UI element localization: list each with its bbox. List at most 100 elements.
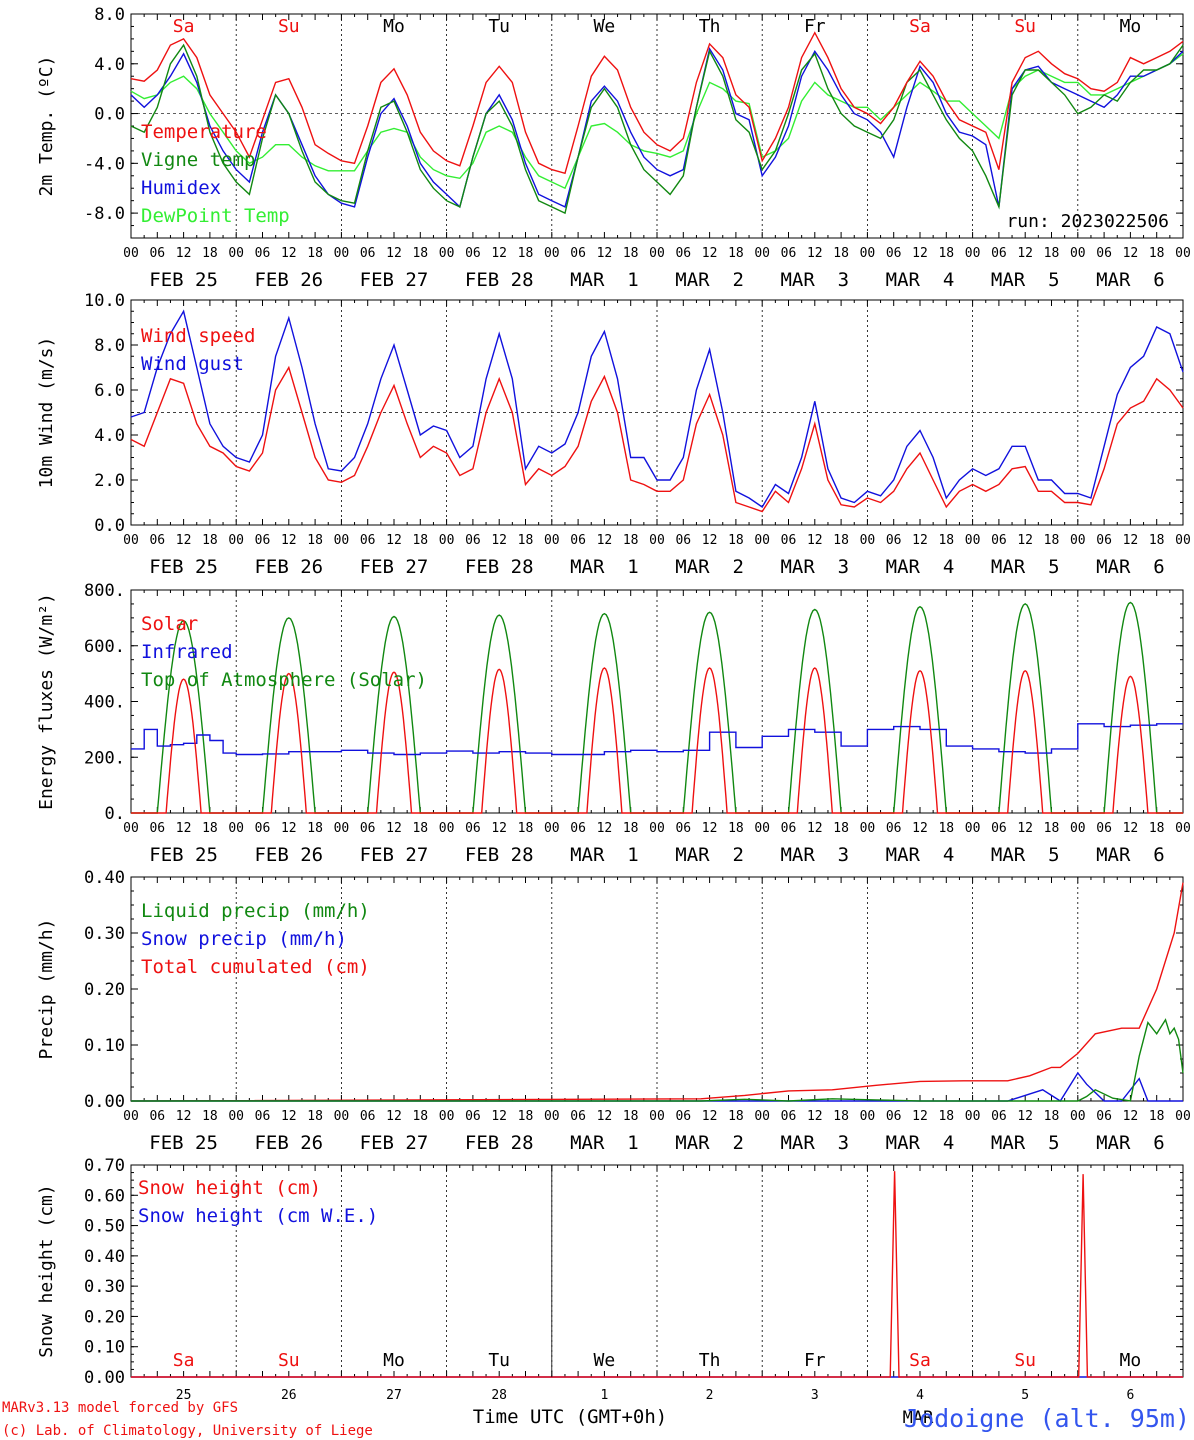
date-label: MAR 2 xyxy=(675,556,744,578)
hour-tick-label: 06 xyxy=(1096,1109,1112,1124)
weekday-label: We xyxy=(594,16,616,37)
y-tick-label: 200. xyxy=(84,748,125,768)
hour-tick-label: 06 xyxy=(675,246,691,261)
y-tick-label: 0.10 xyxy=(84,1036,125,1056)
date-label: MAR 2 xyxy=(675,1132,744,1154)
hour-tick-label: 18 xyxy=(412,1109,428,1124)
legend-entry: Infrared xyxy=(141,641,233,663)
day-number-label: 5 xyxy=(1021,1388,1029,1403)
y-tick-label: 0.20 xyxy=(84,980,125,1000)
hour-tick-label: 12 xyxy=(597,533,613,548)
date-label: FEB 28 xyxy=(465,1132,534,1154)
hour-tick-label: 18 xyxy=(1149,821,1165,836)
series-line-vigne-temp xyxy=(130,43,1184,215)
date-label: MAR 3 xyxy=(780,844,849,866)
hour-tick-label: 00 xyxy=(649,821,665,836)
hour-tick-label: 12 xyxy=(807,246,823,261)
hour-tick-label: 12 xyxy=(597,821,613,836)
run-annotation: run: 2023022506 xyxy=(1006,211,1169,232)
hour-tick-label: 00 xyxy=(1175,246,1191,261)
hour-tick-label: 00 xyxy=(754,246,770,261)
hour-tick-label: 06 xyxy=(360,533,376,548)
hour-tick-label: 06 xyxy=(991,533,1007,548)
hour-tick-label: 00 xyxy=(649,246,665,261)
y-tick-label: 0.0 xyxy=(94,105,125,125)
hour-tick-label: 06 xyxy=(781,246,797,261)
hour-tick-label: 18 xyxy=(202,246,218,261)
series-line-humidex xyxy=(130,46,1184,209)
hour-tick-label: 06 xyxy=(255,246,271,261)
date-label: MAR 4 xyxy=(886,844,955,866)
hour-tick-label: 06 xyxy=(781,533,797,548)
date-label: FEB 25 xyxy=(149,269,218,291)
y-tick-label: 0.50 xyxy=(84,1217,125,1237)
hour-tick-label: 00 xyxy=(123,1109,139,1124)
y-tick-label: 0.00 xyxy=(84,1092,125,1112)
hour-tick-label: 00 xyxy=(439,821,455,836)
date-label: MAR 1 xyxy=(570,556,639,578)
hour-tick-label: 06 xyxy=(570,821,586,836)
weekday-label: Mo xyxy=(383,16,405,37)
hour-tick-label: 00 xyxy=(1070,1109,1086,1124)
date-label: FEB 25 xyxy=(149,556,218,578)
weekday-label: Sa xyxy=(173,16,195,37)
hour-tick-label: 00 xyxy=(123,533,139,548)
hour-tick-label: 18 xyxy=(1149,246,1165,261)
hour-tick-label: 18 xyxy=(307,821,323,836)
hour-tick-label: 12 xyxy=(281,533,297,548)
hour-tick-label: 00 xyxy=(1175,821,1191,836)
hour-tick-label: 00 xyxy=(1070,246,1086,261)
month-label: MAR xyxy=(903,1408,934,1428)
hour-tick-label: 00 xyxy=(754,1109,770,1124)
hour-tick-label: 06 xyxy=(1096,533,1112,548)
hour-tick-label: 06 xyxy=(360,246,376,261)
hour-tick-label: 18 xyxy=(307,1109,323,1124)
date-label: MAR 6 xyxy=(1096,269,1165,291)
hour-tick-label: 00 xyxy=(228,246,244,261)
legend-entry: Snow precip (mm/h) xyxy=(141,928,347,950)
hour-tick-label: 00 xyxy=(649,1109,665,1124)
hour-tick-label: 06 xyxy=(149,1109,165,1124)
date-label: MAR 5 xyxy=(991,269,1060,291)
hour-tick-label: 12 xyxy=(1123,246,1139,261)
hour-tick-label: 18 xyxy=(833,821,849,836)
y-tick-label: 0.30 xyxy=(84,924,125,944)
hour-tick-label: 12 xyxy=(176,821,192,836)
date-label: FEB 25 xyxy=(149,844,218,866)
legend-entry: Snow height (cm W.E.) xyxy=(138,1205,378,1227)
hour-tick-label: 12 xyxy=(1017,1109,1033,1124)
hour-tick-label: 12 xyxy=(491,1109,507,1124)
hour-tick-label: 18 xyxy=(518,533,534,548)
legend-entry: Total cumulated (cm) xyxy=(141,956,370,978)
date-label: FEB 27 xyxy=(360,844,429,866)
legend-entry: Wind speed xyxy=(141,325,255,347)
hour-tick-label: 18 xyxy=(1149,1109,1165,1124)
hour-tick-label: 12 xyxy=(1017,533,1033,548)
date-label: MAR 1 xyxy=(570,1132,639,1154)
hour-tick-label: 06 xyxy=(360,1109,376,1124)
hour-tick-label: 00 xyxy=(439,1109,455,1124)
date-label: MAR 4 xyxy=(886,556,955,578)
date-label: MAR 1 xyxy=(570,269,639,291)
hour-tick-label: 18 xyxy=(412,533,428,548)
hour-tick-label: 06 xyxy=(465,246,481,261)
date-label: MAR 6 xyxy=(1096,1132,1165,1154)
y-tick-label: -4.0 xyxy=(84,154,125,174)
weekday-label: Su xyxy=(278,16,300,37)
hour-tick-label: 00 xyxy=(860,246,876,261)
day-number-label: 1 xyxy=(600,1388,608,1403)
date-label: FEB 28 xyxy=(465,844,534,866)
hour-tick-label: 12 xyxy=(597,1109,613,1124)
hour-tick-label: 12 xyxy=(176,533,192,548)
y-tick-label: 800. xyxy=(84,581,125,601)
hour-tick-label: 06 xyxy=(465,533,481,548)
day-number-label: 2 xyxy=(706,1388,714,1403)
hour-tick-label: 00 xyxy=(860,533,876,548)
hour-tick-label: 12 xyxy=(912,1109,928,1124)
weekday-label: We xyxy=(594,1350,616,1371)
series-line-wind-speed xyxy=(130,365,1184,513)
hour-tick-label: 12 xyxy=(281,1109,297,1124)
date-label: MAR 5 xyxy=(991,556,1060,578)
date-label: FEB 27 xyxy=(360,556,429,578)
